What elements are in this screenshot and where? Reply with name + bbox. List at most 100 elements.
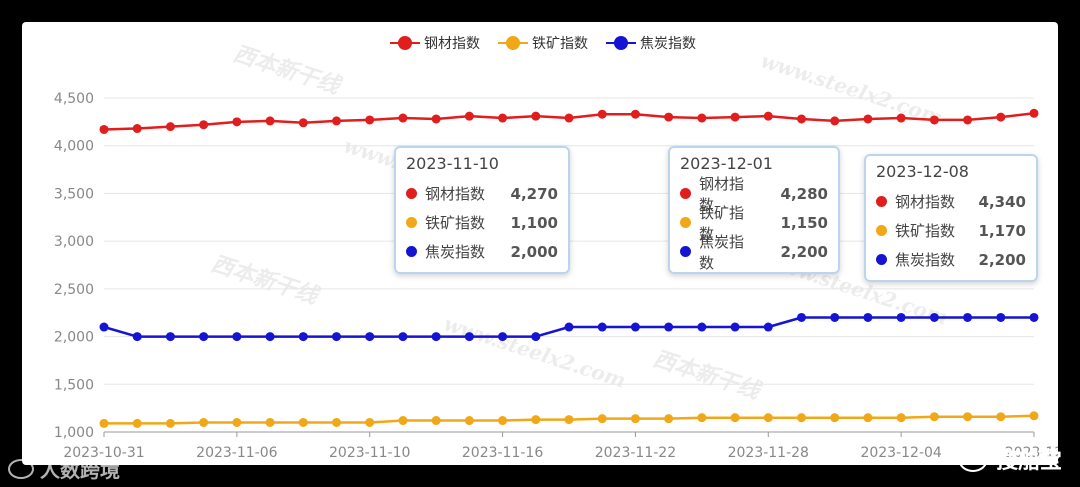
tooltip-series-name: 铁矿指数 [699, 203, 745, 243]
tooltip-value: 1,170 [978, 221, 1026, 240]
data-point [99, 418, 109, 428]
data-point [298, 118, 308, 128]
data-point [531, 332, 541, 342]
data-point [564, 322, 574, 332]
data-point [498, 416, 508, 426]
series-dot [876, 254, 887, 265]
data-point [132, 418, 142, 428]
data-point [929, 312, 939, 322]
series-dot [406, 217, 417, 228]
data-point [498, 332, 508, 342]
data-point [963, 412, 973, 422]
data-point [830, 116, 840, 126]
x-tick-label: 2023-11-28 [728, 445, 809, 461]
tooltip-row: 钢材指数 4,270 [406, 179, 558, 208]
tooltip-2023-12-01: 2023-12-01 钢材指数 4,280 铁矿指数 1,150 焦炭指数 2,… [668, 146, 840, 274]
tooltip-series-name: 焦炭指数 [699, 232, 745, 272]
data-point [597, 414, 607, 424]
data-point [498, 113, 508, 123]
tooltip-row: 钢材指数 4,340 [876, 187, 1026, 216]
data-point [830, 312, 840, 322]
data-point [464, 332, 474, 342]
tooltip-series-name: 钢材指数 [895, 193, 956, 211]
data-point [797, 114, 806, 124]
data-point [99, 322, 109, 332]
y-tick-label: 4,500 [54, 91, 94, 107]
wechat-account-badge: 搜船宝 [957, 443, 1062, 475]
series-dot [680, 188, 691, 199]
data-point [531, 415, 541, 425]
wechat-icon [957, 446, 988, 472]
y-tick-label: 3,500 [54, 186, 94, 202]
data-point [132, 124, 142, 134]
data-point [630, 414, 640, 424]
series-dot [406, 246, 417, 257]
data-point [830, 413, 840, 423]
data-point [232, 332, 242, 342]
data-point [597, 322, 607, 332]
tooltip-date: 2023-12-08 [876, 162, 969, 181]
data-point [730, 112, 740, 122]
data-point [365, 332, 375, 342]
tooltip-series-name: 钢材指数 [699, 174, 745, 214]
y-tick-label: 1,000 [54, 425, 94, 441]
x-tick-label: 2023-11-22 [595, 445, 676, 461]
data-point [763, 111, 773, 121]
tooltip-row: 铁矿指数 1,170 [876, 216, 1026, 245]
series-dot [876, 225, 887, 236]
tooltip-row: 焦炭指数 2,200 [680, 233, 828, 272]
data-point [896, 113, 906, 123]
legend-item-coke[interactable]: 焦炭指数 [606, 32, 696, 54]
data-point [431, 332, 441, 342]
data-point [929, 412, 939, 422]
tooltip-value: 2,200 [780, 242, 828, 261]
x-tick-label: 2023-12 [1005, 445, 1058, 461]
legend-label: 钢材指数 [424, 36, 480, 52]
data-point [564, 113, 574, 123]
legend-label: 焦炭指数 [640, 36, 696, 52]
data-point [697, 322, 707, 332]
data-point [1029, 108, 1039, 118]
data-point [199, 120, 209, 130]
data-point [165, 418, 175, 428]
chart-panel: 西本新干线 www.steelx2.com www.steelx2.com 西本… [22, 22, 1058, 465]
series-dot [680, 246, 691, 257]
x-tick-label: 2023-11-16 [462, 445, 543, 461]
data-point [664, 112, 674, 122]
data-point [232, 417, 242, 427]
y-tick-label: 2,500 [54, 282, 94, 298]
series-dot [680, 217, 691, 228]
data-point [1029, 411, 1039, 421]
data-point [365, 417, 375, 427]
legend-swatch-coke [606, 36, 636, 50]
data-point [963, 115, 973, 125]
tooltip-series-name: 钢材指数 [425, 185, 486, 203]
data-point [298, 417, 308, 427]
legend-item-iron-ore[interactable]: 铁矿指数 [498, 32, 588, 54]
data-point [265, 332, 275, 342]
legend-swatch-steel [390, 36, 420, 50]
data-point [863, 413, 873, 423]
legend-item-steel[interactable]: 钢材指数 [390, 32, 480, 54]
data-point [199, 417, 209, 427]
data-point [232, 117, 242, 127]
tooltip-series-name: 焦炭指数 [425, 243, 486, 261]
data-point [797, 312, 806, 322]
tooltip-row: 焦炭指数 2,000 [406, 237, 558, 266]
y-tick-label: 2,000 [54, 330, 94, 346]
data-point [697, 113, 707, 123]
series-dot [876, 196, 887, 207]
data-point [398, 332, 408, 342]
tooltip-date: 2023-11-10 [406, 154, 499, 173]
x-tick-label: 2023-11-10 [329, 445, 410, 461]
tooltip-value: 4,280 [780, 184, 828, 203]
data-point [996, 312, 1006, 322]
data-point [398, 113, 408, 123]
y-tick-label: 4,000 [54, 139, 94, 155]
data-point [996, 412, 1006, 422]
data-point [265, 116, 275, 126]
tooltip-value: 1,150 [780, 213, 828, 232]
tooltip-2023-12-08: 2023-12-08 钢材指数 4,340 铁矿指数 1,170 焦炭指数 2,… [864, 154, 1038, 282]
chat-bubble-icon [8, 458, 34, 479]
data-point [697, 413, 707, 423]
